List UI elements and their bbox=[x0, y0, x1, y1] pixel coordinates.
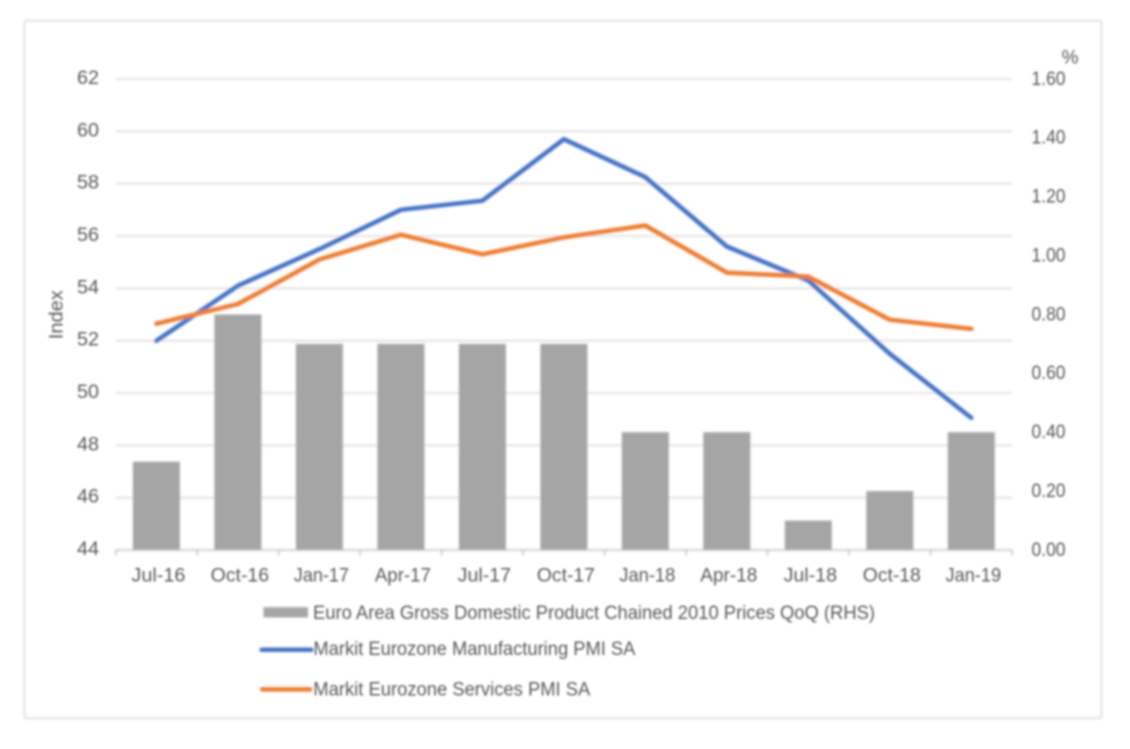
svg-text:Apr-17: Apr-17 bbox=[375, 566, 431, 587]
svg-text:0.80: 0.80 bbox=[1032, 304, 1066, 325]
svg-text:Jan-18: Jan-18 bbox=[619, 566, 675, 587]
svg-text:0.00: 0.00 bbox=[1032, 540, 1066, 561]
svg-text:0.40: 0.40 bbox=[1032, 422, 1066, 443]
svg-text:Markit Eurozone Services PMI S: Markit Eurozone Services PMI SA bbox=[313, 680, 590, 701]
svg-text:Jul-18: Jul-18 bbox=[784, 566, 837, 587]
svg-text:Markit Eurozone Manufacturing: Markit Eurozone Manufacturing PMI SA bbox=[313, 639, 635, 660]
svg-text:1.00: 1.00 bbox=[1032, 245, 1066, 266]
svg-text:1.20: 1.20 bbox=[1032, 187, 1066, 208]
svg-text:Jan-19: Jan-19 bbox=[946, 566, 1002, 587]
svg-text:58: 58 bbox=[77, 173, 99, 194]
svg-text:54: 54 bbox=[77, 277, 99, 298]
svg-text:1.40: 1.40 bbox=[1032, 128, 1066, 149]
svg-text:48: 48 bbox=[77, 434, 99, 455]
svg-text:%: % bbox=[1062, 48, 1079, 69]
svg-text:Apr-18: Apr-18 bbox=[700, 566, 757, 587]
svg-text:Index: Index bbox=[47, 290, 68, 340]
svg-text:Euro Area Gross Domestic Produ: Euro Area Gross Domestic Product Chained… bbox=[313, 603, 875, 624]
svg-text:44: 44 bbox=[77, 539, 99, 560]
svg-text:56: 56 bbox=[77, 225, 99, 246]
svg-text:Jan-17: Jan-17 bbox=[294, 566, 349, 587]
svg-text:52: 52 bbox=[77, 330, 99, 351]
svg-text:Jul-16: Jul-16 bbox=[131, 566, 185, 587]
svg-text:50: 50 bbox=[77, 382, 99, 403]
svg-text:Jul-17: Jul-17 bbox=[458, 566, 511, 587]
svg-text:62: 62 bbox=[77, 68, 99, 89]
svg-text:60: 60 bbox=[77, 120, 99, 141]
svg-text:Oct-16: Oct-16 bbox=[211, 566, 269, 587]
svg-text:1.60: 1.60 bbox=[1032, 69, 1066, 90]
svg-text:Oct-18: Oct-18 bbox=[863, 566, 921, 587]
svg-text:46: 46 bbox=[77, 487, 99, 508]
svg-text:Oct-17: Oct-17 bbox=[537, 566, 595, 587]
svg-text:0.60: 0.60 bbox=[1032, 363, 1066, 384]
svg-text:0.20: 0.20 bbox=[1032, 481, 1066, 502]
